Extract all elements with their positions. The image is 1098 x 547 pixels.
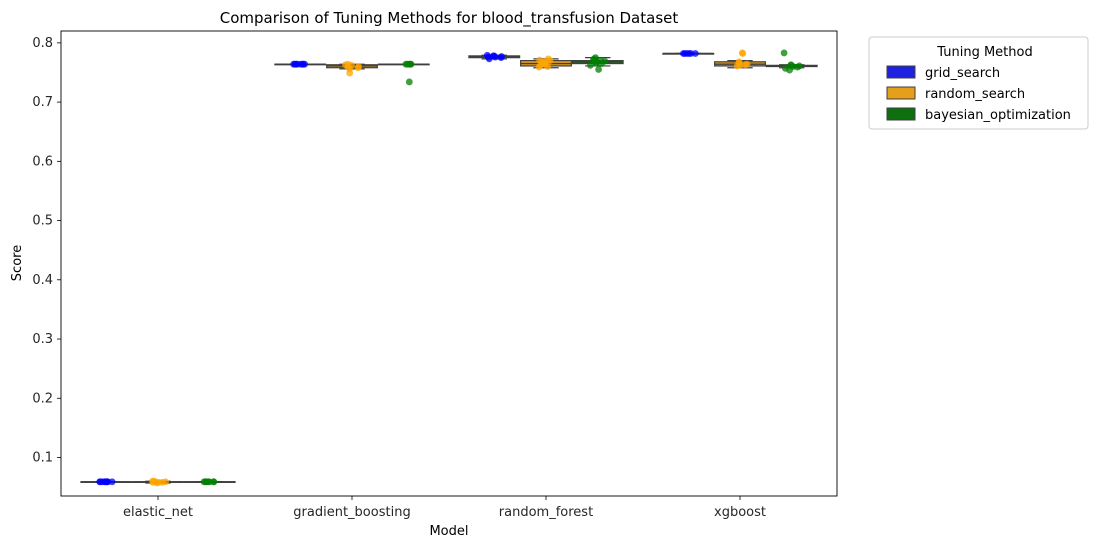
point-random_search-gradient_boosting-5 — [354, 64, 362, 72]
point-bayesian_optimization-elastic_net-6 — [202, 478, 210, 486]
point-grid_search-gradient_boosting-7 — [291, 60, 299, 68]
y-tick-label-4: 0.5 — [32, 214, 53, 229]
point-grid_search-gradient_boosting-6 — [299, 60, 307, 68]
point-bayesian_optimization-random_forest-8 — [590, 55, 598, 63]
x-axis-title: Model — [429, 524, 468, 539]
legend-swatch-random_search — [886, 86, 916, 100]
point-bayesian_optimization-random_forest-9 — [601, 57, 609, 65]
point-bayesian_optimization-random_forest-0 — [595, 66, 602, 73]
y-tick-label-7: 0.8 — [32, 36, 53, 51]
point-bayesian_optimization-random_forest-1 — [586, 61, 594, 69]
point-bayesian_optimization-gradient_boosting-0 — [405, 78, 413, 86]
point-grid_search-random_forest-7 — [490, 52, 497, 60]
y-axis-title: Score — [10, 245, 25, 281]
legend-frame — [868, 36, 1089, 130]
legend-swatch-grid_search — [886, 65, 916, 79]
x-axis: elastic_net gradient_boosting random_fores… — [123, 496, 766, 520]
x-tick-label-elastic_net: elastic_net — [123, 505, 193, 520]
point-bayesian_optimization-gradient_boosting-5 — [402, 60, 410, 68]
chart-title: Comparison of Tuning Methods for blood_t… — [220, 9, 679, 28]
point-random_search-elastic_net-6 — [149, 477, 157, 485]
y-tick-label-5: 0.6 — [32, 154, 53, 169]
point-grid_search-elastic_net-6 — [96, 478, 104, 486]
x-tick-label-xgboost: xgboost — [714, 505, 766, 520]
point-random_search-xgboost-6 — [735, 58, 743, 66]
legend-label-grid_search: grid_search — [925, 66, 1000, 81]
y-tick-label-6: 0.7 — [32, 95, 53, 110]
point-grid_search-random_forest-5 — [498, 53, 505, 60]
legend-label-bayesian_optimization: bayesian_optimization — [925, 108, 1071, 123]
point-random_search-xgboost-1 — [738, 49, 746, 57]
point-bayesian_optimization-xgboost-7 — [794, 63, 801, 71]
point-random_search-gradient_boosting-7 — [344, 63, 352, 71]
point-grid_search-elastic_net-9 — [101, 478, 109, 486]
legend-label-random_search: random_search — [925, 87, 1025, 102]
point-bayesian_optimization-elastic_net-7 — [210, 478, 218, 486]
point-random_search-random_forest-8 — [535, 63, 543, 71]
legend-swatch-bayesian_optimization — [886, 107, 916, 121]
legend-title: Tuning Method — [936, 45, 1032, 60]
y-tick-label-3: 0.4 — [32, 273, 53, 288]
legend: Tuning Method grid_search random_searchba… — [868, 36, 1089, 130]
point-random_search-xgboost-7 — [741, 61, 749, 69]
legend-items: grid_search random_search bayesian_optimiz… — [886, 65, 1071, 123]
x-tick-label-random_forest: random_forest — [499, 505, 593, 520]
point-random_search-elastic_net-7 — [158, 478, 166, 486]
point-bayesian_optimization-xgboost-4 — [781, 64, 789, 72]
plot-frame — [60, 30, 838, 497]
point-grid_search-xgboost-5 — [681, 50, 689, 57]
y-axis: 0.1 0.2 0.3 0.4 0.5 0.6 0.7 0.8 — [32, 36, 61, 465]
x-tick-label-gradient_boosting: gradient_boosting — [293, 505, 410, 520]
point-grid_search-xgboost-4 — [687, 50, 695, 57]
point-bayesian_optimization-xgboost-0 — [780, 49, 788, 57]
y-tick-label-2: 0.3 — [32, 332, 53, 347]
y-tick-label-1: 0.2 — [32, 391, 53, 406]
point-bayesian_optimization-xgboost-6 — [787, 61, 795, 69]
y-tick-label-0: 0.1 — [32, 450, 53, 465]
point-random_search-random_forest-9 — [541, 58, 549, 66]
plot-area — [80, 49, 818, 487]
